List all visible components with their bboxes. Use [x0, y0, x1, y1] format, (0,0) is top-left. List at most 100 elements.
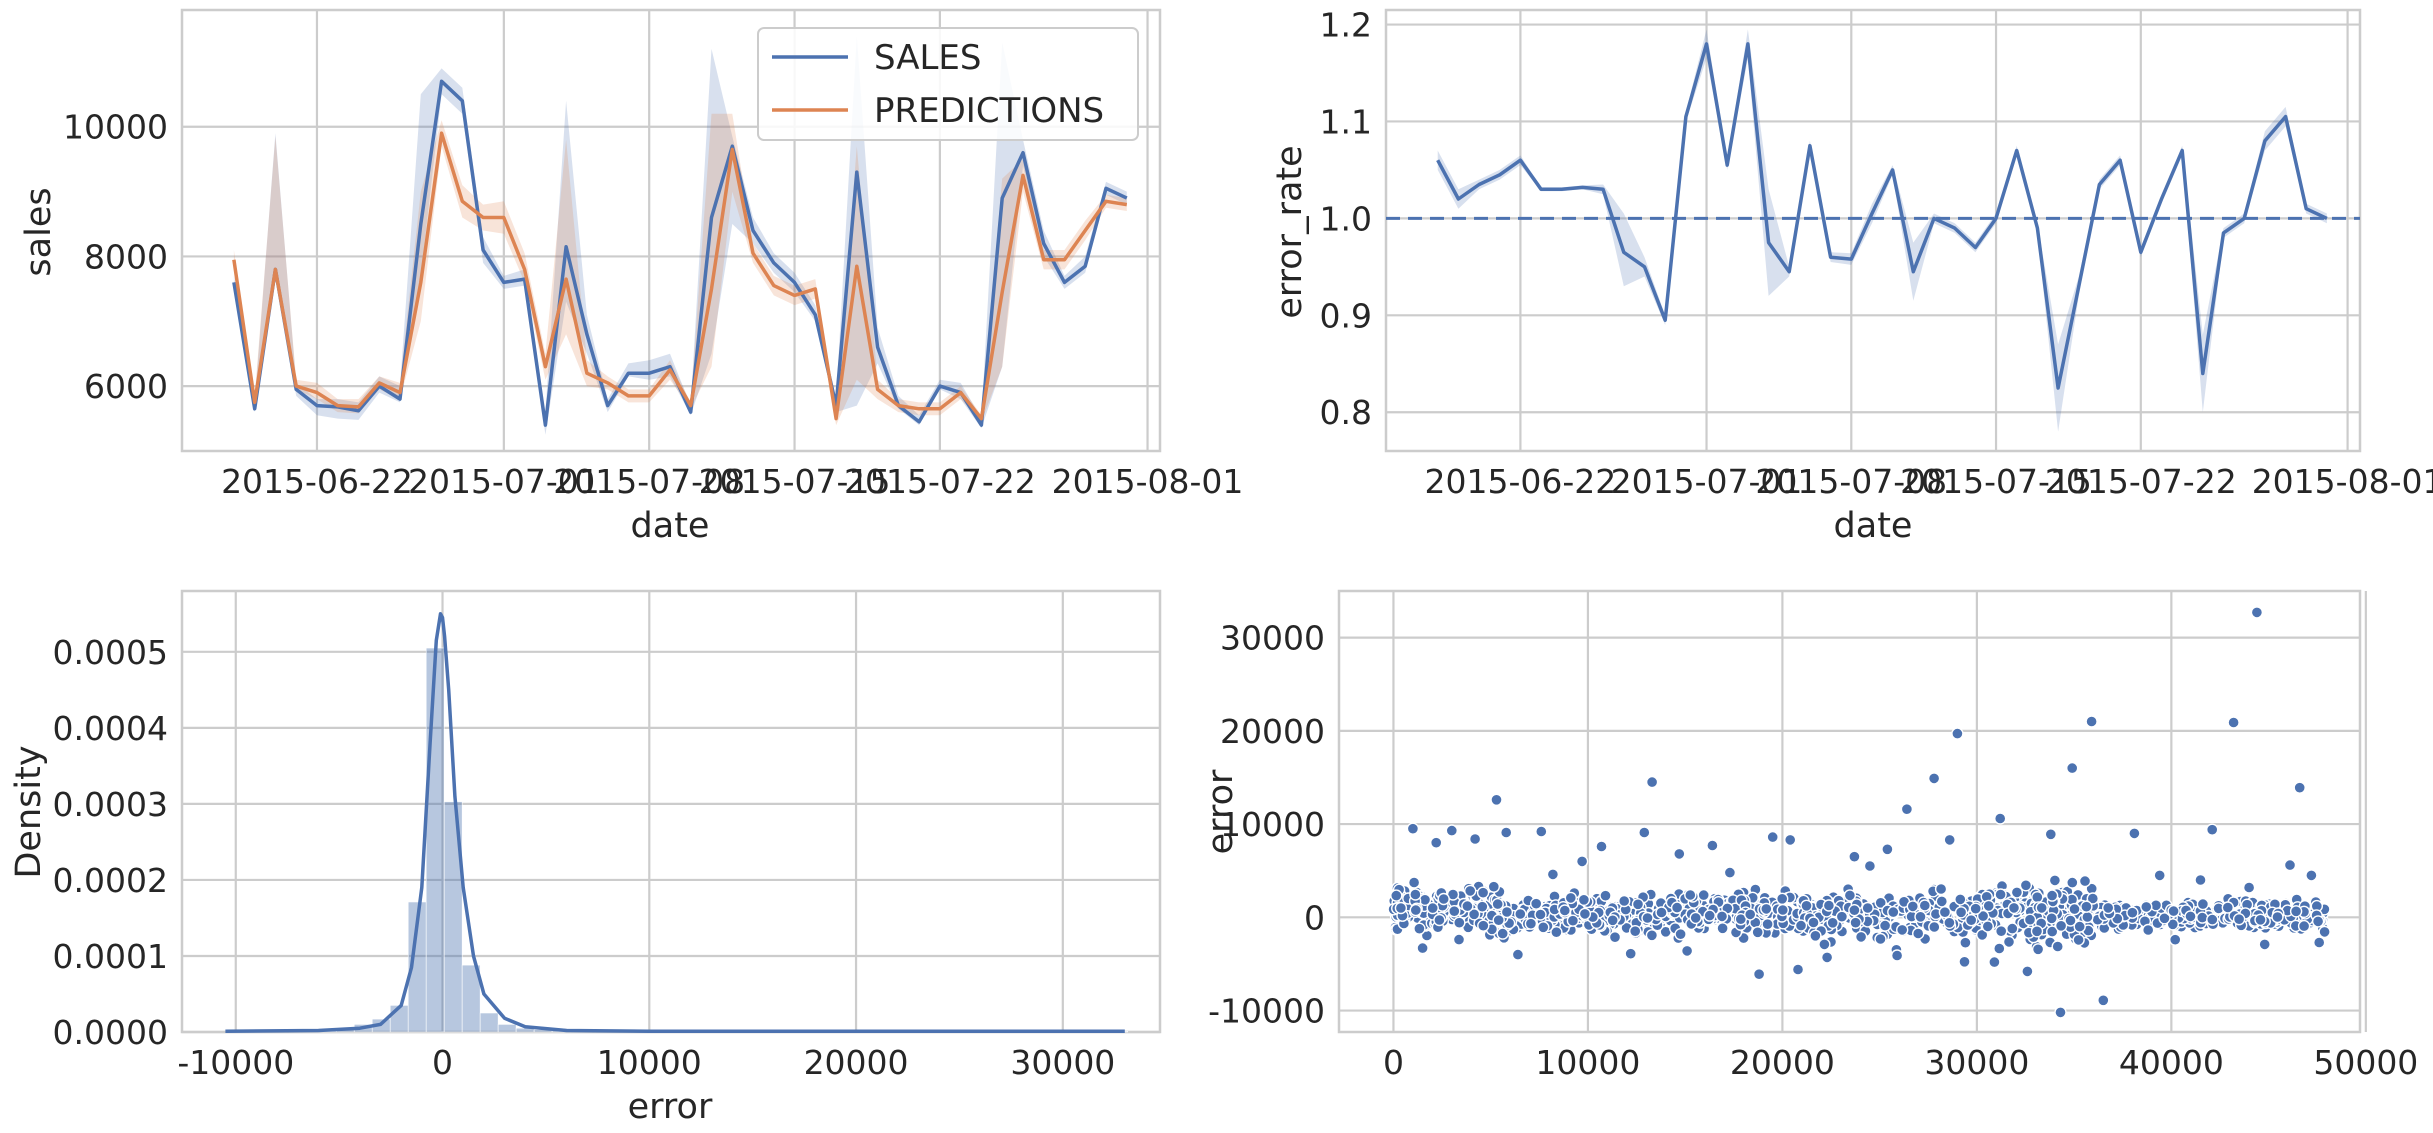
histogram-bar — [443, 801, 463, 1033]
scatter-point — [1409, 888, 1422, 901]
histogram-bar — [425, 647, 445, 1033]
scatter-point — [2312, 936, 2326, 949]
y-tick-label: 1.2 — [1320, 6, 1372, 45]
x-tick-label: 0 — [1383, 1043, 1404, 1082]
scatter-point — [2254, 913, 2267, 926]
scatter-point — [1848, 850, 1861, 863]
scatter-point — [2297, 919, 2311, 933]
scatter-point — [1976, 909, 1990, 923]
scatter-point — [1994, 888, 2007, 901]
scatter-point — [1645, 929, 1659, 942]
scatter-point — [1595, 840, 1608, 853]
scatter-point — [1874, 932, 1887, 946]
scatter-point — [2035, 901, 2048, 915]
scatter-point — [1994, 925, 2008, 938]
scatter-point — [1617, 894, 1631, 908]
scatter-point — [1878, 919, 1892, 932]
scatter-point — [1499, 826, 1513, 839]
scatter-point — [1775, 892, 1789, 905]
error-distribution-chart: -10000 0 10000 20000 30000 0.0000 0.0001 0.0002… — [9, 589, 1162, 1127]
x-tick-label: 2015-07-15 — [699, 462, 891, 501]
scatter-point — [1529, 897, 1543, 910]
scatter-point — [2065, 761, 2079, 775]
series-line — [1436, 42, 2328, 390]
scatter-point — [1918, 899, 1932, 912]
scatter-point — [1703, 909, 1716, 922]
y-tick-label: 0.0004 — [53, 709, 168, 748]
y-tick-label: 0.9 — [1320, 296, 1372, 335]
scatter-point — [1638, 826, 1651, 839]
scatter-point — [1822, 899, 1836, 912]
y-tick-label: 0.0002 — [53, 861, 168, 900]
histogram-bar — [497, 1024, 517, 1033]
y-tick-label: -10000 — [1208, 992, 1325, 1031]
scatter-point — [1390, 889, 1403, 902]
scatter-point — [1558, 904, 1572, 917]
scatter-point — [2126, 906, 2139, 919]
scatter-point — [2167, 904, 2180, 918]
y-tick-label: 8000 — [84, 237, 168, 276]
scatter-point — [1433, 913, 1446, 927]
scatter-point — [1993, 812, 2007, 825]
scatter-point — [2196, 897, 2210, 911]
scatter-point — [2031, 891, 2044, 904]
scatter-point — [1848, 904, 1861, 917]
scatter-point — [1943, 833, 1956, 847]
x-tick-label: 10000 — [1535, 1043, 1640, 1082]
scatter-point — [1881, 843, 1894, 856]
scatter-point — [2232, 913, 2246, 926]
scatter-point — [1429, 836, 1443, 849]
scatter-point — [1993, 942, 2006, 955]
scatter-point — [1895, 923, 1909, 937]
scatter-point — [1854, 930, 1868, 944]
histogram-bar — [461, 964, 481, 1033]
plot-area-error-scatter — [1337, 589, 2362, 1034]
scatter-point — [2048, 874, 2062, 887]
scatter-point — [1716, 922, 1729, 935]
scatter-point — [1927, 772, 1941, 785]
x-tick-label: 2015-07-01 — [408, 462, 600, 501]
scatter-point — [2064, 914, 2077, 927]
scatter-point — [1487, 880, 1501, 893]
scatter-point — [2068, 902, 2081, 916]
scatter-point — [2030, 925, 2044, 938]
x-tick-label: 2015-07-01 — [1611, 462, 1803, 501]
scatter-point — [1723, 866, 1737, 879]
scatter-point — [1954, 906, 1968, 919]
scatter-point — [1463, 884, 1477, 898]
scatter-point — [1461, 899, 1474, 913]
scatter-point — [1697, 888, 1710, 902]
scatter-point — [1535, 825, 1548, 838]
scatter-point — [1959, 936, 1972, 949]
x-tick-label: 2015-07-15 — [1900, 462, 2092, 501]
y-tick-label: 20000 — [1220, 712, 1325, 751]
y-tick-label: 10000 — [63, 108, 168, 147]
x-tick-label: -10000 — [177, 1043, 294, 1082]
scatter-point — [1426, 901, 1439, 915]
scatter-point — [2140, 900, 2153, 914]
scatter-point — [1511, 948, 1525, 961]
x-tick-label: 2015-06-22 — [1425, 462, 1617, 501]
scatter-point — [1820, 951, 1834, 964]
scatter-point — [2289, 905, 2303, 918]
scatter-point — [1743, 908, 1757, 921]
scatter-point — [2158, 912, 2171, 925]
scatter-point — [1631, 898, 1645, 911]
scatter-point — [1776, 903, 1790, 917]
scatter-point — [2097, 994, 2110, 1007]
scatter-point — [1760, 902, 1773, 916]
scatter-point — [2081, 910, 2094, 924]
scatter-point — [1684, 888, 1697, 902]
x-tick-label: 2015-07-08 — [1755, 462, 1947, 501]
scatter-point — [2045, 925, 2059, 938]
scatter-point — [2318, 925, 2331, 939]
y-tick-label: 0.8 — [1320, 393, 1372, 432]
scatter-point — [1537, 921, 1550, 934]
scatter-point — [1874, 896, 1887, 909]
scatter-point — [1818, 938, 1831, 951]
scatter-point — [1943, 916, 1956, 929]
kde-curve — [225, 612, 1125, 1033]
scatter-point — [2023, 913, 2037, 926]
scatter-point — [2019, 879, 2033, 892]
